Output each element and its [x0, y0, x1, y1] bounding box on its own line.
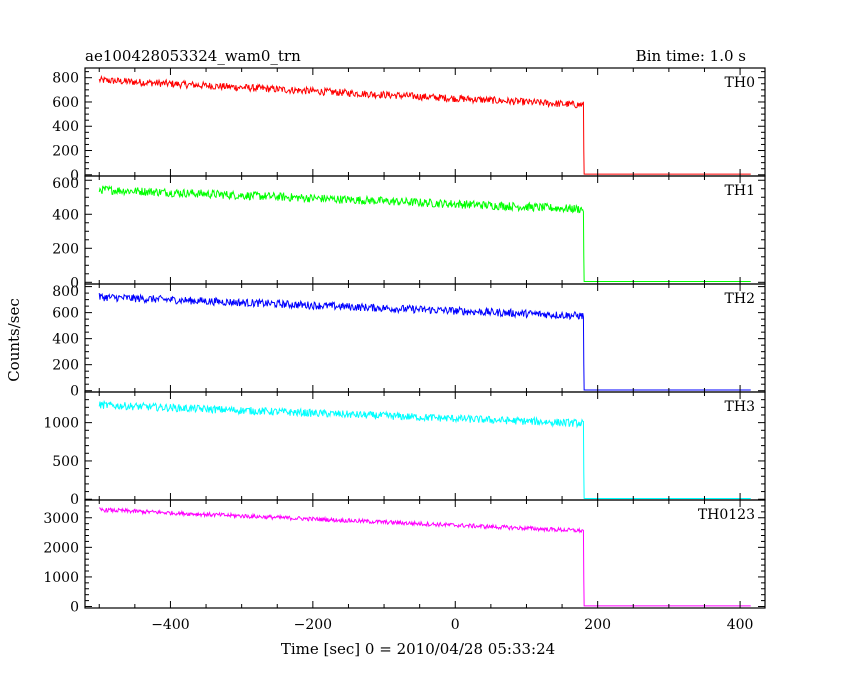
- x-tick-label: 0: [451, 617, 460, 633]
- y-tick-label: 500: [52, 454, 79, 470]
- y-tick-label: 0: [70, 492, 79, 508]
- x-axis-label: Time [sec] 0 = 2010/04/28 05:33:24: [281, 640, 555, 658]
- x-tick-label: −200: [294, 617, 332, 633]
- y-tick-label: 1000: [43, 416, 79, 432]
- series-th2-line: [98, 292, 751, 391]
- x-tick-label: −400: [151, 617, 189, 633]
- y-tick-label: 3000: [43, 511, 79, 527]
- panel-th1: 0 200 400 600 TH1: [52, 175, 766, 291]
- y-tick-label: 0: [70, 600, 79, 616]
- panel-frame: [84, 499, 766, 609]
- series-th1-line: [98, 185, 751, 282]
- panel-th0123: 0 1000 2000 3000 TH0123 −400 −200 0 200 400: [43, 499, 766, 633]
- series-th0-label: TH0: [725, 75, 755, 91]
- y-tick-label: 600: [52, 95, 79, 111]
- bin-time-label: Bin time: 1.0 s: [636, 47, 746, 65]
- series-th0-line: [98, 74, 751, 175]
- y-tick-label: 1000: [43, 570, 79, 586]
- series-th3-label: TH3: [725, 399, 755, 415]
- x-tick-label: 200: [584, 617, 611, 633]
- panel-th3: 0 500 1000 TH3: [43, 391, 766, 508]
- series-th0123-line: [99, 507, 751, 607]
- y-tick-label: 200: [52, 241, 79, 257]
- y-axis-label: Counts/sec: [5, 298, 23, 382]
- series-th3-line: [98, 399, 751, 499]
- series-th0123-label: TH0123: [698, 507, 755, 523]
- x-tick-label: 400: [727, 617, 754, 633]
- panel-frame: [84, 67, 766, 177]
- y-tick-label: 0: [70, 168, 79, 184]
- y-tick-label: 600: [52, 176, 79, 192]
- y-tick-label: 800: [52, 284, 79, 300]
- y-tick-label: 200: [52, 144, 79, 160]
- y-tick-label: 800: [52, 71, 79, 87]
- y-tick-label: 0: [70, 275, 79, 291]
- panel-th2: 0 200 400 600 800 TH2: [52, 283, 766, 400]
- series-th2-label: TH2: [725, 291, 755, 307]
- y-tick-label: 400: [52, 207, 79, 223]
- y-tick-label: 200: [52, 358, 79, 374]
- observation-id-title: ae100428053324_wam0_trn: [85, 47, 301, 65]
- y-tick-label: 2000: [43, 540, 79, 556]
- panels-group: 0 200 400 600 800 TH0 0 200 400 600 TH1 0 200 400 600 8…: [43, 67, 766, 633]
- y-tick-label: 400: [52, 332, 79, 348]
- panel-th0: 0 200 400 600 800 TH0: [52, 67, 766, 184]
- y-tick-label: 0: [70, 384, 79, 400]
- y-tick-label: 600: [52, 306, 79, 322]
- y-tick-label: 400: [52, 119, 79, 135]
- series-th1-label: TH1: [725, 183, 755, 199]
